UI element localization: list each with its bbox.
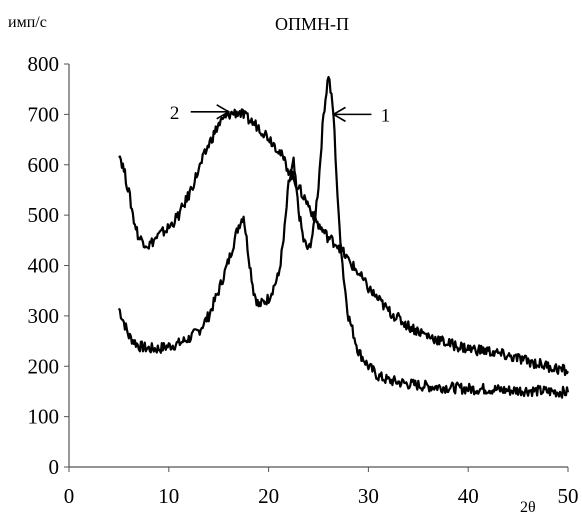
y-tick-label: 400 — [28, 254, 60, 278]
x-tick-label: 40 — [458, 484, 479, 508]
y-tick-label: 100 — [28, 405, 60, 429]
y-tick-label: 200 — [28, 354, 60, 378]
series-line-1 — [117, 75, 570, 399]
x-tick-label: 50 — [558, 484, 579, 508]
y-tick-label: 0 — [49, 455, 60, 479]
annotation-arrowhead-1 — [331, 106, 346, 123]
annotation-layer: 12 — [170, 103, 390, 127]
y-axis-label: имп/с — [8, 14, 47, 31]
y-tick-label: 300 — [28, 304, 60, 328]
annotation-label-2: 2 — [170, 103, 180, 124]
y-ticks: 0 100 200 300 400 500 600 700 800 — [28, 52, 69, 479]
y-tick-label: 800 — [28, 52, 60, 76]
y-tick-label: 700 — [28, 102, 60, 126]
annotation-label-1: 1 — [381, 105, 391, 126]
x-tick-label: 20 — [258, 484, 279, 508]
x-ticks: 0 10 20 30 40 50 — [64, 467, 579, 508]
y-tick-label: 500 — [28, 203, 60, 227]
series-line-2 — [118, 108, 569, 377]
y-tick-label: 600 — [28, 153, 60, 177]
x-tick-label: 0 — [64, 484, 75, 508]
chart-title: ОПМН-П — [275, 14, 349, 34]
x-tick-label: 10 — [158, 484, 179, 508]
x-axis-label: 2θ — [520, 499, 536, 515]
series-layer — [117, 75, 570, 399]
x-tick-label: 30 — [358, 484, 379, 508]
annotation-arrowhead-2 — [216, 104, 231, 120]
